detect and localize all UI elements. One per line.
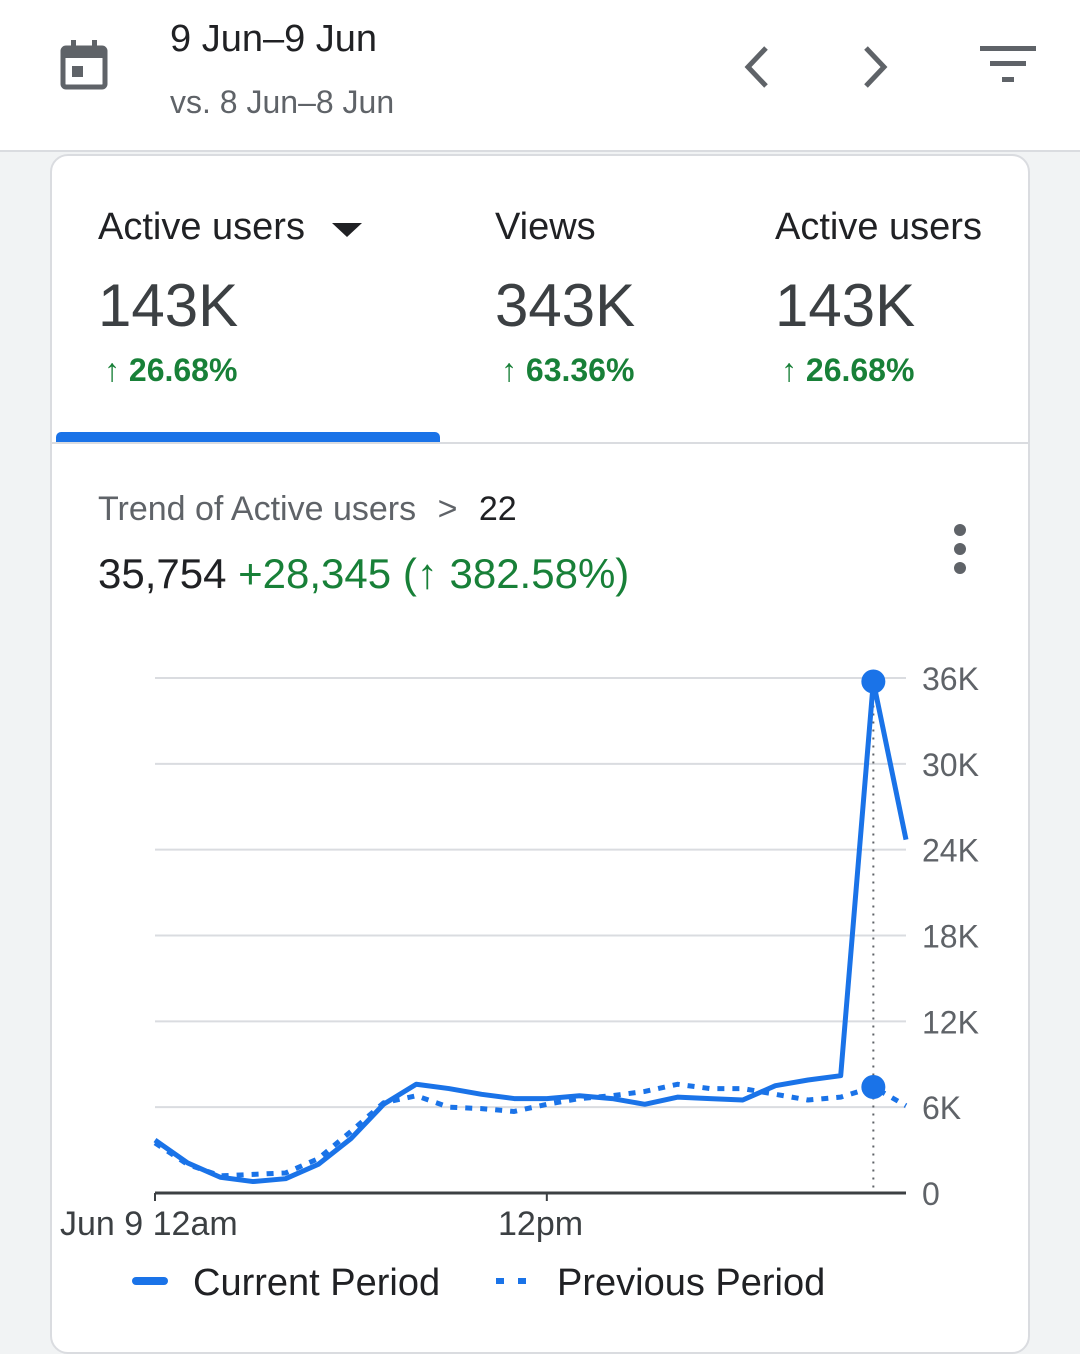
legend-current-label: Current Period bbox=[193, 1262, 440, 1304]
metric-tab-active-users[interactable]: Active users 143K ↑ 26.68% bbox=[98, 206, 364, 389]
metric-label: Active users bbox=[775, 206, 982, 248]
paren: ( bbox=[402, 550, 417, 597]
metric-label: Views bbox=[495, 206, 596, 248]
y-tick-label: 6K bbox=[922, 1090, 961, 1126]
metric-tab-active-users-2[interactable]: Active users 143K ↑ 26.68% bbox=[775, 206, 982, 389]
y-tick-label: 30K bbox=[922, 747, 979, 783]
metric-change: ↑ 26.68% bbox=[104, 352, 238, 388]
current-period-line bbox=[153, 679, 909, 1185]
x-tick-label: 12pm bbox=[498, 1205, 583, 1243]
chevron-right-icon: > bbox=[437, 490, 458, 528]
trend-title: Trend of Active users > 22 bbox=[98, 490, 517, 529]
paren: ) bbox=[615, 550, 630, 597]
metric-value: 143K bbox=[775, 272, 916, 339]
previous-period-line bbox=[153, 1081, 908, 1179]
date-header: 9 Jun–9 Jun vs. 8 Jun–8 Jun bbox=[0, 0, 1080, 152]
y-tick-label: 12K bbox=[922, 1004, 979, 1040]
selected-tab-indicator bbox=[56, 432, 440, 442]
y-tick-label: 36K bbox=[922, 661, 979, 697]
date-range[interactable]: 9 Jun–9 Jun bbox=[170, 18, 378, 60]
divider bbox=[52, 442, 1028, 444]
trend-label: Trend of Active users bbox=[98, 490, 417, 528]
trend-total: 35,754 bbox=[98, 550, 227, 597]
y-tick-label: 24K bbox=[922, 833, 979, 869]
metric-value: 143K bbox=[98, 272, 239, 339]
metric-change: ↑ 63.36% bbox=[501, 352, 635, 388]
dropdown-arrow-icon[interactable] bbox=[330, 219, 364, 239]
comparison-range: vs. 8 Jun–8 Jun bbox=[170, 84, 395, 120]
highlight-point bbox=[861, 1075, 886, 1100]
y-tick-label: 18K bbox=[922, 919, 979, 955]
metric-label: Active users bbox=[98, 206, 305, 248]
legend-previous-label: Previous Period bbox=[557, 1262, 825, 1304]
calendar-icon[interactable] bbox=[60, 40, 108, 90]
metric-value: 343K bbox=[495, 272, 636, 339]
more-vert-icon[interactable] bbox=[948, 522, 972, 576]
trend-delta: +28,345 bbox=[238, 550, 392, 597]
highlight-point bbox=[861, 669, 886, 694]
metric-tab-views[interactable]: Views 343K ↑ 63.36% bbox=[495, 206, 635, 389]
chevron-left-icon[interactable] bbox=[738, 40, 774, 94]
filter-icon[interactable] bbox=[978, 44, 1038, 88]
trend-value: 35,754 +28,345 (↑ 382.58%) bbox=[98, 550, 629, 598]
chevron-right-icon[interactable] bbox=[858, 40, 894, 94]
trend-percent: ↑ 382.58% bbox=[416, 550, 616, 597]
metric-change: ↑ 26.68% bbox=[781, 352, 915, 388]
trend-hour: 22 bbox=[478, 490, 517, 528]
x-tick-label: Jun 9 12am bbox=[60, 1205, 238, 1243]
y-tick-label: 0 bbox=[922, 1176, 940, 1212]
